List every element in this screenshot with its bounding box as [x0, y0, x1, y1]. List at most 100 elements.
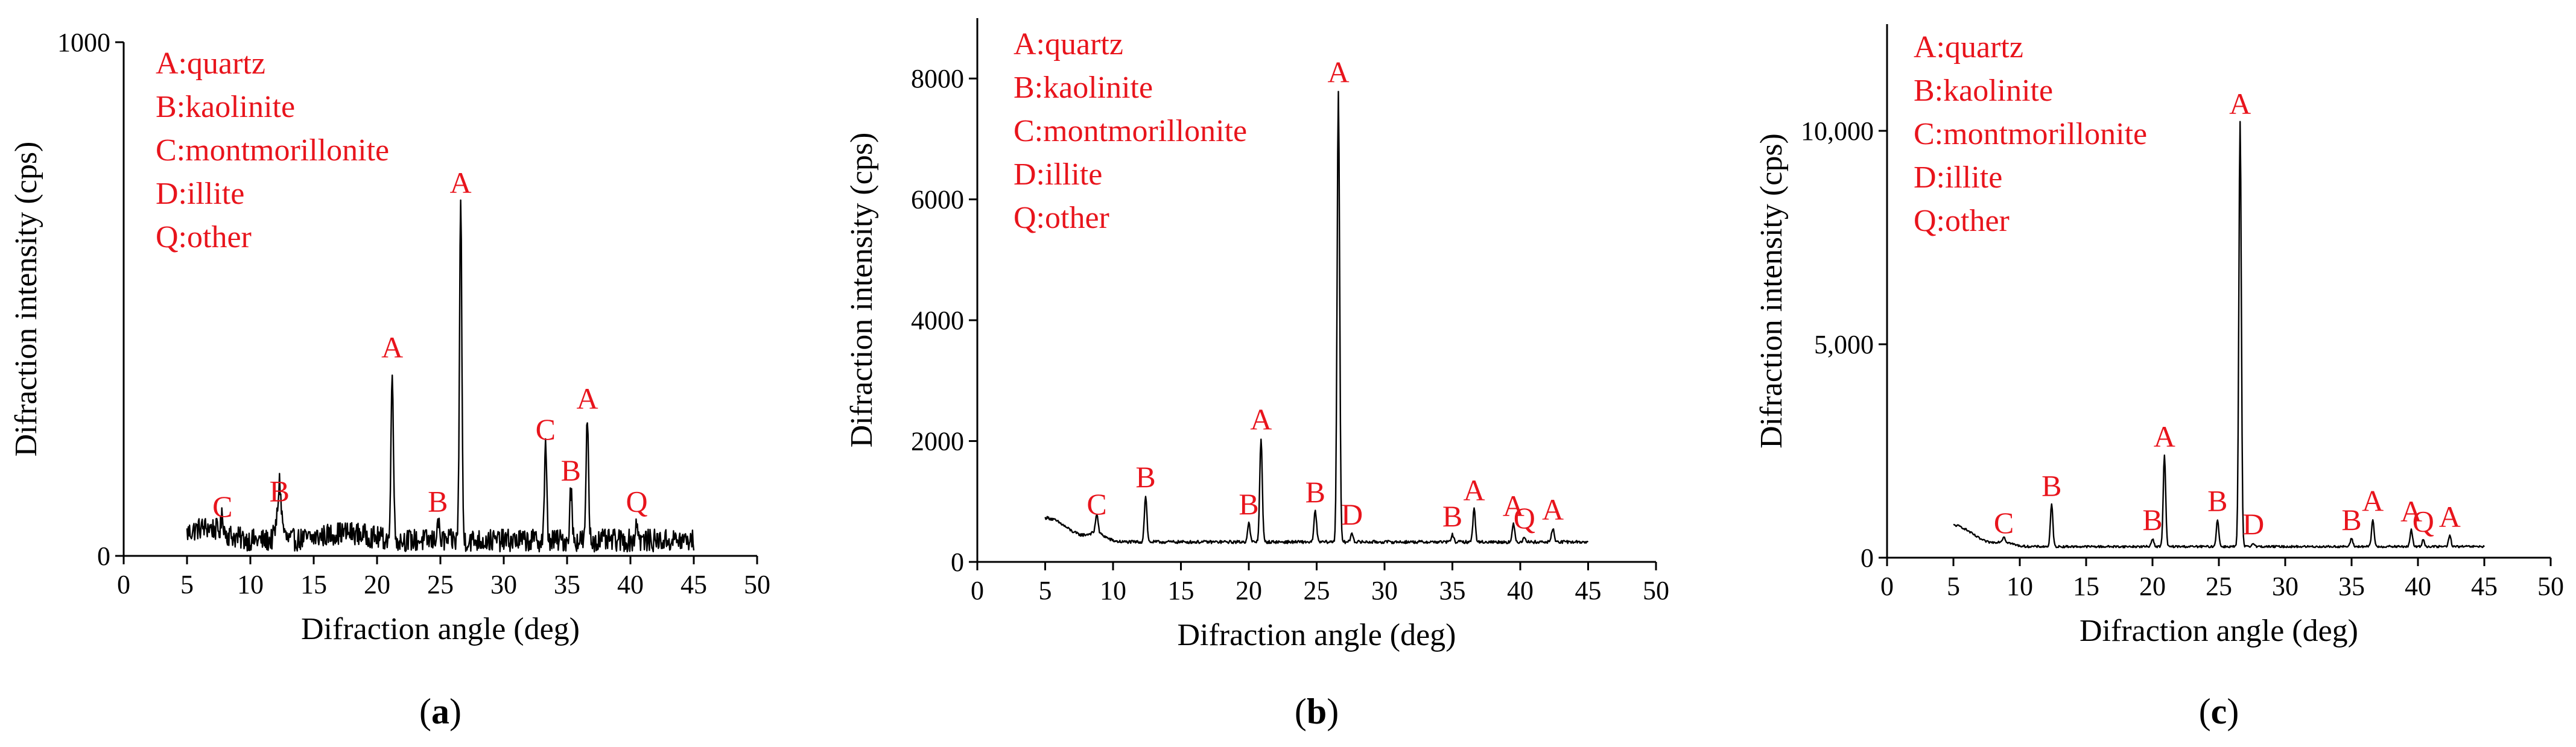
x-axis-title: Difraction angle (deg) — [301, 612, 580, 646]
peak-label-C: C — [1087, 487, 1106, 521]
x-tick-label: 40 — [2405, 572, 2431, 601]
x-axis-title: Difraction angle (deg) — [1177, 618, 1456, 652]
peak-label-C: C — [212, 490, 232, 523]
legend-entry: A:quartz — [1914, 30, 2023, 65]
x-tick-label: 20 — [2139, 572, 2166, 601]
peak-label-A: A — [2362, 484, 2384, 517]
x-tick-label: 10 — [1100, 576, 1126, 605]
x-tick-label: 5 — [1039, 576, 1052, 605]
legend-entry: Q:other — [156, 220, 252, 254]
x-tick-label: 45 — [2471, 572, 2498, 601]
peak-label-B: B — [1239, 487, 1258, 521]
legend-entry: B:kaolinite — [1914, 74, 2053, 108]
peak-label-A: A — [381, 330, 403, 364]
peak-label-A: A — [1463, 473, 1485, 507]
peak-label-B: B — [270, 474, 290, 508]
peak-label-A: A — [1327, 55, 1349, 89]
peak-label-C: C — [1994, 506, 2014, 540]
peak-label-A: A — [2154, 420, 2175, 453]
x-tick-label: 25 — [1304, 576, 1330, 605]
legend-entry: D:illite — [1914, 160, 2002, 195]
x-tick-label: 35 — [1439, 576, 1466, 605]
peak-label-A: A — [1542, 493, 1564, 526]
peak-label-B: B — [561, 453, 581, 487]
y-tick-label: 0 — [97, 541, 110, 571]
peak-label-B: B — [2142, 503, 2162, 537]
y-tick-label: 5,000 — [1814, 330, 1874, 359]
x-tick-label: 25 — [2206, 572, 2232, 601]
x-tick-label: 5 — [1947, 572, 1960, 601]
x-tick-label: 45 — [1575, 576, 1602, 605]
legend-entry: B:kaolinite — [1014, 71, 1153, 105]
x-tick-label: 35 — [554, 570, 580, 599]
x-tick-label: 15 — [2073, 572, 2099, 601]
x-tick-label: 35 — [2338, 572, 2365, 601]
y-tick-label: 6000 — [911, 185, 964, 215]
peak-label-C: C — [536, 412, 556, 446]
y-tick-label: 0 — [1861, 543, 1874, 573]
x-tick-label: 15 — [300, 570, 327, 599]
x-tick-label: 40 — [617, 570, 644, 599]
peak-label-B: B — [1305, 475, 1325, 509]
x-tick-label: 40 — [1507, 576, 1534, 605]
y-tick-label: 10,000 — [1801, 116, 1874, 146]
x-tick-label: 15 — [1168, 576, 1194, 605]
peak-label-Q: Q — [2413, 504, 2434, 538]
peak-label-B: B — [2041, 469, 2061, 503]
peak-label-Q: Q — [626, 484, 647, 518]
x-tick-label: 0 — [971, 576, 984, 605]
y-tick-label: 2000 — [911, 427, 964, 456]
legend-entry: D:illite — [156, 177, 244, 211]
panel-caption: (a) — [419, 692, 462, 731]
x-tick-label: 30 — [1371, 576, 1398, 605]
panel-c: 0 5 10 15 20 25 30 35 40 45 50 0 5,000 10,000 Difracti… — [1754, 24, 2564, 731]
panel-b: 0 5 10 15 20 25 30 35 40 45 50 0 2000 4000 6000 8000 Dif… — [845, 18, 1669, 731]
legend-entry: C:montmorillonite — [1014, 114, 1247, 148]
legend-entry: B:kaolinite — [156, 90, 295, 124]
x-tick-label: 10 — [2007, 572, 2033, 601]
peak-label-A: A — [450, 166, 472, 200]
y-tick-label: 1000 — [57, 28, 110, 57]
legend-entry: D:illite — [1014, 157, 1102, 192]
x-tick-label: 30 — [490, 570, 517, 599]
peak-label-Q: Q — [1514, 501, 1535, 535]
peak-label-A: A — [1250, 403, 1272, 437]
peak-label-B: B — [1442, 499, 1462, 533]
peak-label-A: A — [2400, 494, 2422, 528]
x-tick-label: 30 — [2272, 572, 2298, 601]
x-tick-label: 0 — [117, 570, 130, 599]
y-tick-label: 0 — [951, 547, 964, 577]
legend-entry: C:montmorillonite — [1914, 117, 2147, 151]
panel-caption: (b) — [1295, 692, 1339, 731]
peak-label-B: B — [2341, 503, 2361, 537]
peak-label-B: B — [2207, 484, 2227, 517]
panel-caption: (c) — [2199, 692, 2239, 731]
x-tick-label: 5 — [180, 570, 194, 599]
diffraction-trace — [1953, 121, 2485, 549]
x-tick-label: 20 — [1236, 576, 1262, 605]
panel-a: 0 5 10 15 20 25 30 35 40 45 50 0 1000 Difraction angl… — [9, 28, 770, 731]
x-tick-label: 25 — [427, 570, 454, 599]
peak-label-A: A — [1503, 489, 1524, 523]
peak-label-A: A — [577, 382, 598, 415]
legend-entry: Q:other — [1014, 201, 1109, 235]
y-axis-title: Difraction intensity (cps) — [1754, 133, 1789, 449]
peak-label-A: A — [2229, 87, 2251, 121]
diffraction-trace — [1044, 90, 1589, 544]
peak-label-B: B — [1135, 460, 1155, 494]
peak-label-B: B — [428, 484, 448, 518]
diffraction-trace — [186, 199, 695, 553]
y-axis-title: Difraction intensity (cps) — [845, 133, 879, 448]
legend-entry: Q:other — [1914, 204, 2010, 238]
peak-label-D: D — [1341, 497, 1363, 531]
y-tick-label: 8000 — [911, 64, 964, 93]
x-axis-title: Difraction angle (deg) — [2080, 614, 2358, 648]
peak-label-A: A — [2439, 500, 2461, 534]
x-tick-label: 0 — [1880, 572, 1894, 601]
y-tick-label: 4000 — [911, 306, 964, 335]
x-tick-label: 50 — [2537, 572, 2564, 601]
y-axis-title: Difraction intensity (cps) — [9, 142, 43, 457]
x-tick-label: 50 — [744, 570, 770, 599]
legend-entry: C:montmorillonite — [156, 133, 389, 168]
